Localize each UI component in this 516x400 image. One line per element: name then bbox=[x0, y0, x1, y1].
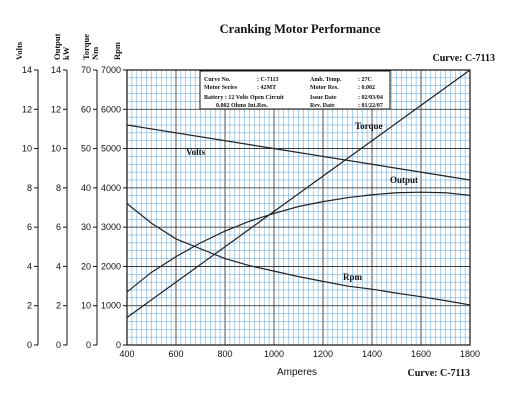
series-label-output: Output bbox=[390, 175, 418, 185]
x-tick-label: 1200 bbox=[313, 349, 333, 359]
y-tick-label-output: 8 bbox=[56, 183, 61, 193]
info-cell: 0.002 Ohms Int.Res. bbox=[216, 103, 268, 109]
axis-title-text: Output bbox=[52, 33, 62, 60]
y-tick-label-torque: 10 bbox=[81, 301, 91, 311]
chart-title: Cranking Motor Performance bbox=[220, 22, 381, 36]
y-tick-label-output: 4 bbox=[56, 261, 61, 271]
axis-title-text: Torque bbox=[81, 34, 91, 60]
x-tick-label: 800 bbox=[217, 349, 232, 359]
axes-layer: 400 600 800 1000 1200 1400 1600 180002468101214… bbox=[14, 33, 480, 359]
series-line-rpm bbox=[126, 203, 471, 306]
x-tick-label: 1600 bbox=[411, 349, 431, 359]
y-tick-label-volts: 0 bbox=[27, 340, 32, 350]
info-cell: : 02/03/04 bbox=[358, 95, 383, 101]
y-tick-label-output: 10 bbox=[51, 144, 61, 154]
y-tick-label-rpm: 4000 bbox=[101, 183, 121, 193]
y-tick-label-output: 6 bbox=[56, 222, 61, 232]
info-cell: Battery : 12 Volts Open Circuit bbox=[204, 95, 284, 101]
y-tick-label-rpm: 6000 bbox=[101, 104, 121, 114]
y-tick-label-rpm: 5000 bbox=[101, 144, 121, 154]
y-tick-label-volts: 2 bbox=[27, 301, 32, 311]
x-tick-label: 1000 bbox=[264, 349, 284, 359]
axis-title-torque: Torque Nm bbox=[81, 34, 100, 60]
y-tick-label-rpm: 3000 bbox=[101, 222, 121, 232]
curve-label-bottom: Curve: C-7113 bbox=[408, 368, 471, 379]
y-tick-label-output: 0 bbox=[56, 340, 61, 350]
y-tick-label-rpm: 2000 bbox=[101, 261, 121, 271]
axis-title-output: Output kW bbox=[52, 33, 71, 60]
info-cell: Motor Res. bbox=[310, 85, 339, 91]
info-cell: : 27C bbox=[358, 77, 372, 83]
axis-title-text: Nm bbox=[90, 47, 100, 60]
y-tick-label-torque: 40 bbox=[81, 183, 91, 193]
y-tick-label-torque: 60 bbox=[81, 104, 91, 114]
info-cell: Amb. Temp. bbox=[310, 77, 342, 83]
y-tick-label-torque: 20 bbox=[81, 261, 91, 271]
y-tick-label-torque: 50 bbox=[81, 144, 91, 154]
y-tick-label-torque: 30 bbox=[81, 222, 91, 232]
x-tick-label: 1400 bbox=[362, 349, 382, 359]
series-layer: Volts Torque Output Rpm bbox=[126, 69, 471, 318]
series-label-torque: Torque bbox=[355, 121, 383, 131]
info-cell: Issue Date bbox=[310, 95, 337, 101]
grid bbox=[126, 69, 471, 346]
info-cell: : 0.002 bbox=[358, 85, 375, 91]
info-box: Curve No. : C-7113 Amb. Temp. : 27C Motor Se… bbox=[199, 70, 391, 110]
axis-title-text: Volts bbox=[14, 41, 24, 60]
info-cell: : 42MT bbox=[257, 85, 276, 91]
y-tick-label-rpm: 1000 bbox=[101, 301, 121, 311]
x-tick-label: 400 bbox=[119, 349, 134, 359]
series-line-torque bbox=[126, 69, 471, 318]
y-tick-label-output: 12 bbox=[51, 104, 61, 114]
info-cell: Curve No. bbox=[204, 77, 231, 83]
info-cell: Rev. Date bbox=[310, 103, 335, 109]
axis-title-volts: Volts bbox=[14, 41, 24, 60]
axis-title-text: kW bbox=[61, 46, 71, 60]
y-tick-label-volts: 4 bbox=[27, 261, 32, 271]
y-tick-label-volts: 12 bbox=[22, 104, 32, 114]
y-tick-label-volts: 14 bbox=[22, 65, 32, 75]
plot-frame bbox=[126, 69, 471, 346]
series-label-rpm: Rpm bbox=[343, 272, 363, 282]
info-cell: Motor Series bbox=[204, 85, 238, 91]
y-tick-label-volts: 10 bbox=[22, 144, 32, 154]
y-tick-label-torque: 70 bbox=[81, 65, 91, 75]
info-cell: : 01/22/07 bbox=[358, 103, 383, 109]
axis-title-rpm: Rpm bbox=[112, 42, 122, 60]
y-tick-label-volts: 6 bbox=[27, 222, 32, 232]
y-tick-label-rpm: 7000 bbox=[101, 65, 121, 75]
y-tick-label-volts: 8 bbox=[27, 183, 32, 193]
series-label-volts: Volts bbox=[186, 147, 206, 157]
x-tick-label: 1800 bbox=[460, 349, 480, 359]
series-line-output bbox=[126, 191, 471, 293]
x-tick-label: 600 bbox=[168, 349, 183, 359]
curve-label-top: Curve: C-7113 bbox=[433, 53, 496, 64]
series-line-volts bbox=[126, 124, 471, 181]
info-box-frame bbox=[199, 70, 391, 110]
axis-title-text: Rpm bbox=[112, 42, 122, 60]
y-tick-label-torque: 0 bbox=[86, 340, 91, 350]
y-tick-label-rpm: 0 bbox=[116, 340, 121, 350]
y-tick-label-output: 2 bbox=[56, 301, 61, 311]
info-cell: : C-7113 bbox=[257, 77, 279, 83]
x-axis-label: Amperes bbox=[277, 367, 317, 378]
y-tick-label-output: 14 bbox=[51, 65, 61, 75]
